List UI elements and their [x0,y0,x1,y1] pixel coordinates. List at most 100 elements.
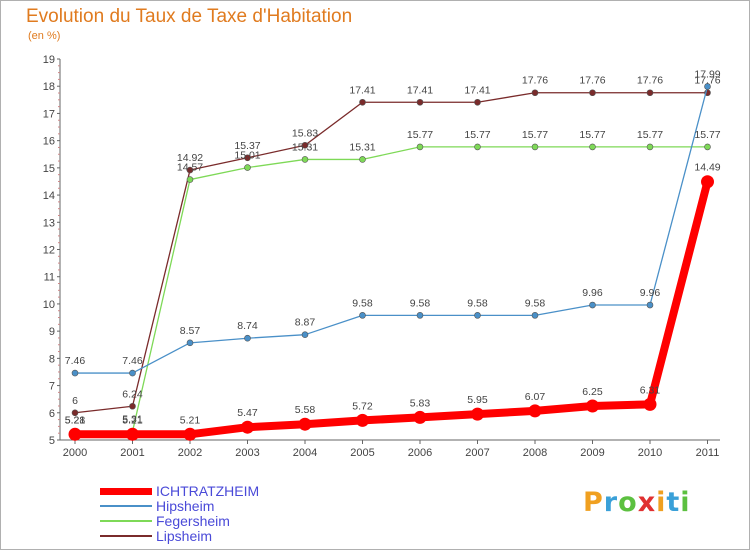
data-label: 9.58 [352,297,373,309]
data-label: 15.77 [464,129,490,141]
x-tick-label: 2009 [580,447,604,459]
data-point [301,156,309,163]
logo-letter: x [637,487,657,518]
data-label: 17.99 [694,68,720,80]
data-label: 15.77 [694,129,720,141]
data-point [471,407,484,421]
y-tick-label: 9 [49,326,55,338]
data-label: 6.25 [582,386,603,398]
data-point [71,409,79,417]
data-point [589,143,596,151]
logo-letter: o [618,487,638,518]
data-point [528,404,542,418]
legend-label-fegersheim: Fegersheim [156,513,230,529]
data-label: 17.41 [407,84,433,96]
data-point [241,420,254,434]
data-label: 8.87 [295,317,316,329]
data-point [183,427,197,441]
data-label: 5.21 [180,414,201,426]
y-tick-label: 12 [43,245,55,257]
data-point [129,369,136,377]
data-label: 15.77 [522,129,548,141]
data-point [589,301,596,309]
data-point [416,98,424,106]
data-point [71,369,79,377]
data-point [186,176,194,183]
data-label: 5.21 [122,414,143,426]
data-label: 17.41 [464,84,490,96]
data-point [129,402,136,410]
data-point [416,143,424,151]
data-label: 14.49 [694,162,720,174]
data-label: 5.47 [237,407,258,419]
data-point [301,331,309,338]
data-label: 15.01 [234,150,260,162]
data-label: 6.07 [525,391,546,403]
data-point [474,312,481,319]
data-label: 6 [72,395,78,407]
x-tick-label: 2010 [638,447,662,459]
data-label: 5.72 [352,400,373,412]
y-tick-label: 14 [43,190,55,202]
x-tick-label: 2007 [465,447,489,459]
data-label: 17.41 [349,84,375,96]
data-label: 15.77 [579,129,605,141]
y-tick-label: 11 [44,272,55,284]
legend-label-ichtratzheim: ICHTRATZHEIM [156,483,260,499]
data-label: 14.57 [177,162,203,174]
data-point [244,164,251,171]
data-point [244,154,251,162]
data-point [359,98,366,106]
data-label: 7.46 [122,355,143,367]
data-label: 5.21 [65,414,86,426]
data-point [643,397,657,411]
x-tick-label: 2000 [63,447,87,459]
data-point [531,143,539,151]
logo-letter: i [656,487,667,518]
data-point [126,427,139,441]
y-tick-label: 10 [43,299,55,311]
data-label: 9.58 [410,297,431,309]
data-label: 14.92 [177,152,203,164]
data-label: 17.76 [637,75,663,87]
proxiti-logo: Proxiti [583,487,691,518]
x-tick-label: 2001 [120,447,144,459]
logo-letter: t [666,487,681,518]
x-tick-label: 2003 [235,447,259,459]
data-label: 8.74 [237,320,258,332]
data-label: 17.76 [522,75,548,87]
data-point [474,98,481,106]
data-label: 15.77 [637,129,663,141]
legend-swatch-fegersheim [100,520,152,522]
x-tick-label: 2008 [523,447,547,459]
data-label: 6.31 [640,384,661,396]
series-line-fegersheim [74,146,709,434]
y-tick-label: 17 [43,108,55,120]
data-label: 8.57 [180,325,201,337]
data-label: 17.76 [694,75,720,87]
logo-letter: i [680,487,691,518]
legend-swatch-ichtratzheim [100,488,152,495]
data-label: 7.46 [65,355,86,367]
data-point [701,175,714,189]
series-line-lipsheim [74,92,709,414]
data-label: 15.77 [407,129,433,141]
data-point [413,410,427,424]
data-label: 5.28 [65,414,86,426]
data-point [531,312,539,319]
legend-label-lipsheim: Lipsheim [156,528,213,544]
unit-label: (en %) [28,30,61,42]
y-tick-label: 18 [43,81,55,93]
legend-label-hipsheim: Hipsheim [156,498,215,514]
data-point [416,312,424,319]
data-label: 9.96 [582,287,603,299]
data-point [186,166,194,174]
x-tick-label: 2004 [293,447,317,459]
data-point [68,427,82,441]
data-label: 15.31 [292,141,318,153]
y-tick-label: 8 [49,353,55,365]
series-line-ichtratzheim [71,177,712,439]
data-label: 17.76 [579,75,605,87]
